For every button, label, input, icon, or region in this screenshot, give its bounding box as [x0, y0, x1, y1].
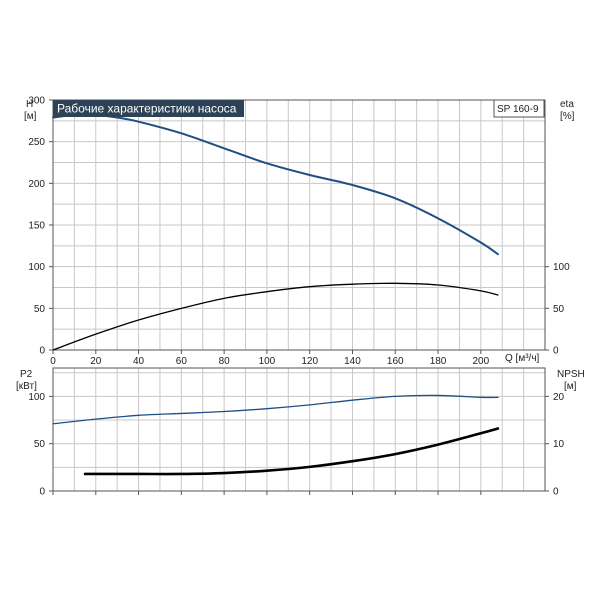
y-left-label-lower-1: P2: [20, 369, 33, 380]
upper-x-tick-label: 180: [430, 356, 447, 367]
upper-left-tick-label: 100: [28, 262, 45, 273]
upper-x-tick-label: 80: [219, 356, 231, 367]
y-right-label-lower-1: NPSH: [557, 369, 585, 380]
upper-series-0-line: [52, 113, 499, 256]
upper-x-tick-label: 60: [176, 356, 188, 367]
x-axis-label: Q [м³/ч]: [505, 353, 540, 364]
y-left-label-upper-2: [м]: [24, 111, 37, 122]
upper-left-tick-label: 150: [28, 221, 45, 232]
lower-right-tick-label: 0: [553, 487, 559, 498]
upper-right-tick-label: 0: [553, 346, 559, 357]
upper-x-tick-label: 200: [472, 356, 489, 367]
model-label: SP 160-9: [497, 104, 539, 115]
y-left-label-upper-1: H: [26, 99, 33, 110]
upper-x-tick-label: 140: [344, 356, 361, 367]
upper-left-tick-label: 300: [28, 96, 45, 107]
upper-curves: [52, 113, 499, 351]
chart-title: Рабочие характеристики насоса: [57, 102, 237, 116]
upper-x-tick-label: 160: [387, 356, 404, 367]
lower-right-tick-label: 10: [553, 439, 565, 450]
upper-x-tick-label: 40: [133, 356, 145, 367]
upper-series-1-line: [52, 282, 499, 351]
y-right-label-lower-2: [м]: [564, 381, 577, 392]
upper-left-tick-label: 200: [28, 179, 45, 190]
upper-x-tick-label: 100: [259, 356, 276, 367]
upper-left-tick-label: 50: [34, 304, 46, 315]
y-right-label-upper-1: eta: [560, 99, 574, 110]
upper-left-tick-label: 250: [28, 137, 45, 148]
lower-series-0-line: [52, 394, 499, 425]
model-box: [493, 99, 545, 118]
upper-right-tick-label: 100: [553, 262, 570, 273]
upper-x-tick-label: 0: [50, 356, 56, 367]
y-left-label-lower-2: [кВт]: [16, 381, 37, 392]
lower-ticks: 0 50 100 0 10 20: [28, 392, 564, 498]
upper-x-tick-label: 20: [90, 356, 102, 367]
upper-x-tick-label: 120: [301, 356, 318, 367]
lower-left-tick-label: 0: [39, 487, 45, 498]
lower-grid: [53, 368, 545, 491]
upper-ticks: 0 50 100 150 200 250 300 0 50 100 0 20 40 60 80 100 120 1…: [28, 96, 570, 368]
lower-left-tick-label: 50: [34, 439, 46, 450]
lower-curves: [52, 394, 500, 476]
lower-series-1-line: [83, 427, 500, 476]
upper-left-tick-label: 0: [39, 346, 45, 357]
upper-grid: [53, 99, 545, 350]
upper-right-tick-label: 50: [553, 304, 565, 315]
title-box: [53, 100, 244, 117]
lower-plot-frame: [52, 367, 546, 492]
lower-left-tick-label: 100: [28, 392, 45, 403]
lower-right-tick-label: 20: [553, 392, 565, 403]
y-right-label-upper-2: [%]: [560, 111, 575, 122]
